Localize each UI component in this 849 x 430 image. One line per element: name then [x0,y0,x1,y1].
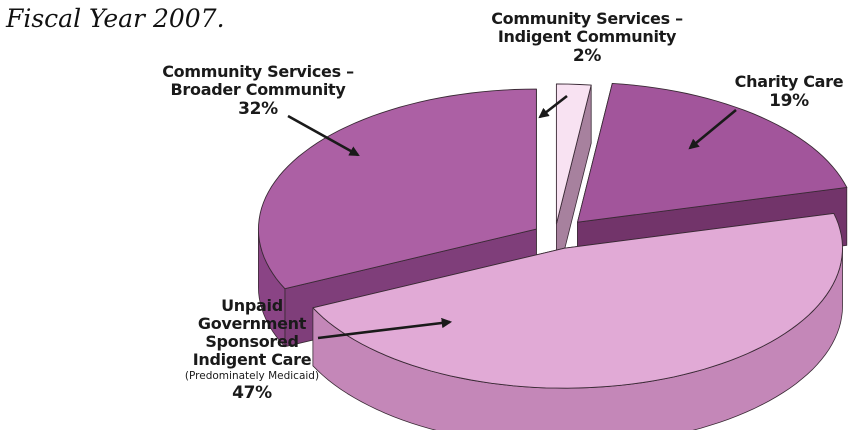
pie-slice-indigent-community [555,83,592,225]
leader-arrow-government-sponsored [317,317,453,340]
label-government-sponsored-note: (Predominately Medicaid) [184,370,320,382]
label-charity-care: Charity Care 19% [734,72,844,112]
label-indigent-community-line-1: Community Services – [491,9,683,28]
leader-arrow-charity-care [688,108,737,150]
pie-slice-charity-care [577,82,848,223]
caption: Fiscal Year 2007. [6,4,225,33]
label-charity-care-value: 19% [769,91,809,111]
label-charity-care-line-1: Charity Care [734,72,844,91]
label-government-sponsored-line-3: Sponsored [205,332,299,351]
label-government-sponsored-line-4: Indigent Care [192,350,312,369]
label-government-sponsored-line-2: Government [197,314,307,333]
label-broader-community: Community Services – Broader Community 3… [158,62,358,120]
label-government-sponsored-line-1: Unpaid [221,296,283,315]
label-government-sponsored-value: 47% [232,383,272,403]
leader-arrow-indigent-community [538,94,568,119]
label-broader-community-line-2: Broader Community [170,80,346,99]
label-government-sponsored: Unpaid Government Sponsored Indigent Car… [178,296,326,404]
label-indigent-community-value: 2% [572,46,602,66]
label-indigent-community: Community Services – Indigent Community … [487,9,687,67]
label-indigent-community-line-2: Indigent Community [497,27,677,46]
leader-arrow-broader-community [287,114,360,157]
label-broader-community-value: 32% [238,99,278,119]
pie-slice-government-sponsored [312,212,843,389]
label-broader-community-line-1: Community Services – [162,62,354,81]
